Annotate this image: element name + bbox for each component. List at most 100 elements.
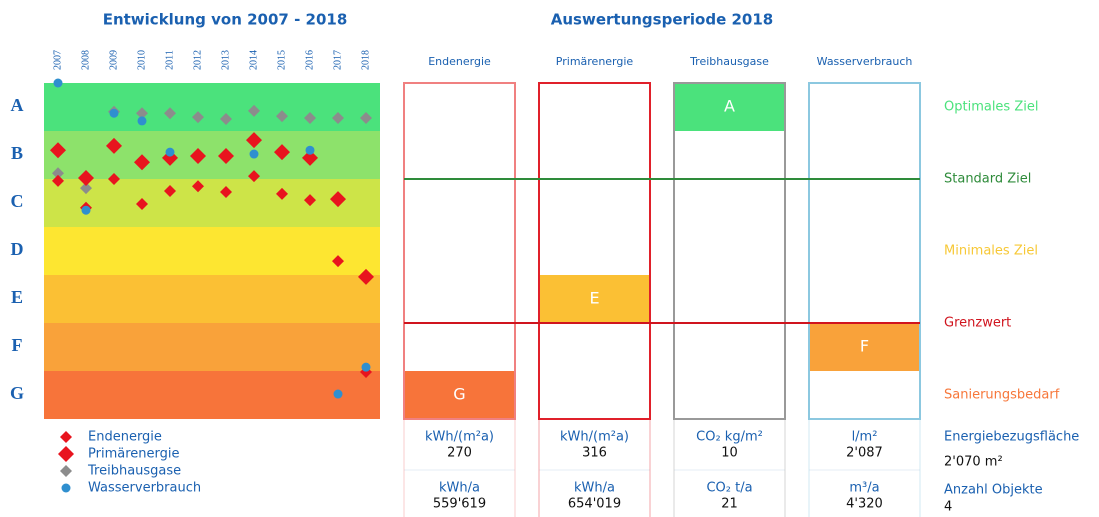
target-label: Standard Ziel [944, 172, 1031, 187]
point [220, 185, 232, 198]
info-value: 2'070 m² [944, 455, 1003, 470]
y-tick-label: E [11, 287, 23, 307]
info-label: Anzahl Objekte [944, 483, 1043, 498]
point [165, 147, 175, 157]
band [44, 179, 380, 227]
column-box [673, 82, 786, 420]
point [53, 78, 63, 88]
point [332, 255, 344, 268]
x-tick-label: 2011 [164, 50, 175, 70]
point [78, 170, 94, 187]
value: 270 [447, 446, 472, 461]
point [276, 110, 288, 123]
point [164, 185, 176, 197]
point [164, 107, 176, 120]
unit: CO₂ t/a [706, 481, 752, 496]
point [220, 113, 232, 125]
point [274, 144, 290, 161]
info-label: Energiebezugsfläche [944, 430, 1079, 445]
point [360, 112, 372, 125]
target-label: Optimales Ziel [944, 100, 1038, 115]
point [137, 116, 147, 126]
point [276, 187, 288, 200]
y-tick-label: A [11, 95, 24, 115]
point [358, 268, 374, 285]
legend-label: Primärenergie [88, 447, 179, 462]
legend-marker [58, 446, 74, 462]
point [109, 108, 119, 118]
value: 654'019 [568, 497, 621, 512]
unit: m³/a [849, 481, 879, 496]
point [136, 197, 148, 210]
point [248, 170, 260, 183]
target-label: Grenzwert [944, 316, 1011, 331]
value: 2'087 [846, 446, 883, 461]
point [302, 149, 318, 166]
rating-cell [404, 371, 515, 419]
unit: l/m² [852, 430, 878, 445]
rating-cell [674, 83, 785, 131]
band [44, 131, 380, 179]
point [192, 111, 204, 124]
y-tick-label: D [11, 239, 24, 259]
legend-marker [60, 431, 72, 443]
info-value: 4 [944, 500, 952, 515]
column-box [403, 82, 516, 420]
band [44, 323, 380, 371]
point [330, 191, 346, 208]
column-box [808, 82, 921, 420]
y-tick-label: F [12, 335, 23, 355]
point [108, 173, 120, 185]
value: 4'320 [846, 497, 883, 512]
value: 316 [582, 446, 607, 461]
point [52, 174, 64, 187]
point [81, 205, 91, 215]
rating-label: F [860, 337, 869, 356]
legend-marker [60, 465, 72, 477]
evaluation-title: Auswertungsperiode 2018 [551, 11, 773, 29]
rating-label: E [589, 289, 599, 308]
band [44, 371, 380, 419]
target-label: Minimales Ziel [944, 244, 1038, 259]
x-tick-label: 2007 [52, 50, 63, 70]
y-tick-label: G [10, 383, 24, 403]
column-header: Endenergie [428, 55, 491, 68]
unit: CO₂ kg/m² [696, 430, 763, 445]
rating-label: G [453, 385, 465, 404]
point [332, 112, 344, 125]
column-header: Treibhausgase [689, 55, 769, 68]
x-tick-label: 2017 [332, 50, 343, 70]
point [134, 154, 150, 171]
value: 21 [721, 497, 738, 512]
rating-label: A [724, 97, 735, 116]
x-tick-label: 2015 [276, 50, 287, 70]
y-tick-label: C [11, 191, 24, 211]
column-header: Primärenergie [556, 55, 634, 68]
unit: kWh/a [439, 481, 480, 496]
point [304, 112, 316, 125]
point [333, 389, 343, 399]
rating-cell [809, 323, 920, 371]
point [52, 167, 64, 180]
column-box [538, 82, 651, 420]
x-tick-label: 2008 [80, 50, 91, 70]
unit: kWh/a [574, 481, 615, 496]
point [136, 107, 148, 120]
band [44, 275, 380, 323]
value: 10 [721, 446, 738, 461]
point [80, 182, 92, 195]
band [44, 83, 380, 131]
value: 559'619 [433, 497, 486, 512]
x-tick-label: 2010 [136, 50, 147, 70]
band [44, 227, 380, 275]
point [305, 145, 315, 155]
point [248, 104, 260, 117]
legend-label: Endenergie [88, 430, 162, 445]
point [218, 147, 234, 164]
point [50, 142, 66, 159]
x-tick-label: 2009 [108, 50, 119, 70]
x-tick-label: 2013 [220, 50, 231, 70]
column-header: Wasserverbrauch [817, 55, 913, 68]
target-label: Sanierungsbedarf [944, 388, 1060, 403]
x-tick-label: 2016 [304, 50, 315, 70]
